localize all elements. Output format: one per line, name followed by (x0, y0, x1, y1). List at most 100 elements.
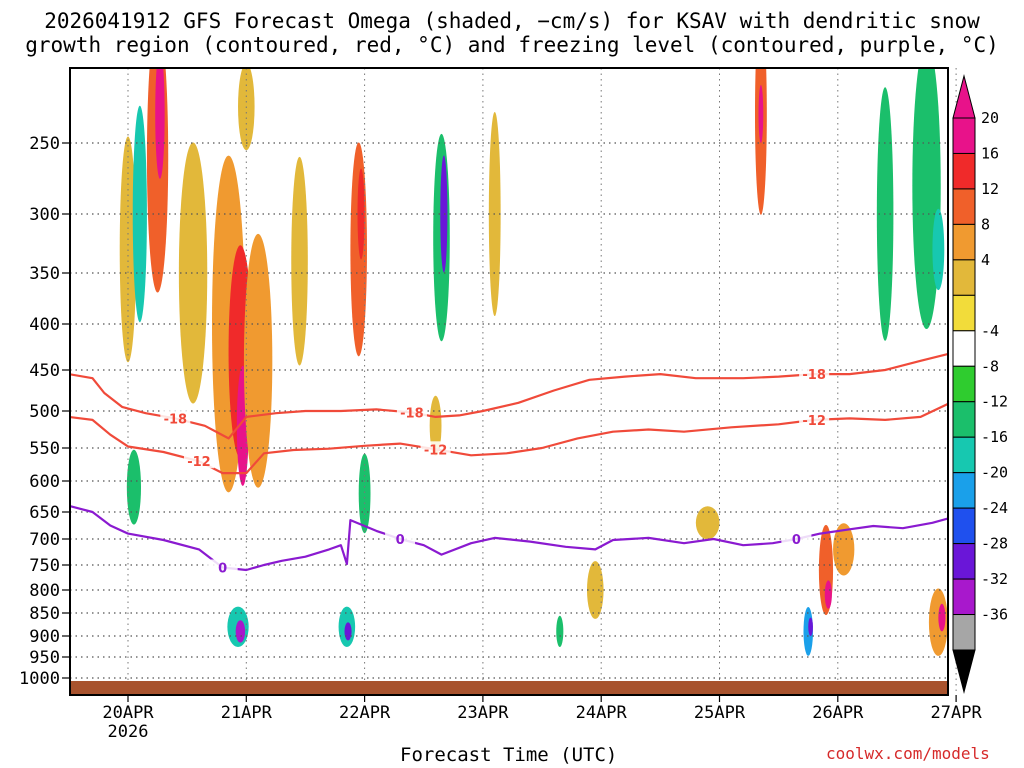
y-tick-label-300: 300 (29, 205, 60, 225)
y-tick-label-550: 550 (29, 439, 60, 459)
colorbar-block-13 (952, 578, 976, 616)
chart-title-line2: growth region (contoured, red, °C) and f… (25, 33, 999, 57)
colorbar-label-0: 20 (981, 109, 999, 127)
dendritic-minus-18-label-2: -18 (802, 368, 826, 383)
colorbar-block-8 (952, 401, 976, 438)
freezing-level-0-label-bg-1 (385, 531, 416, 546)
dendritic-minus-12-label-0: -12 (187, 455, 211, 470)
dendritic-minus-18-label-bg-2 (799, 366, 830, 382)
y-tick-label-850: 850 (29, 604, 60, 624)
dendritic-minus-12-label-2: -12 (802, 414, 826, 429)
colorbar-label-10: -24 (981, 499, 1008, 517)
omega-cell-14 (350, 142, 367, 357)
x-tick-label-23APR: 23APR (457, 703, 509, 723)
y-tick-label-950: 950 (29, 648, 60, 668)
colorbar-label-2: 12 (981, 180, 999, 198)
omega-cell-37 (938, 603, 946, 632)
dendritic-minus-12-label-bg-0 (183, 453, 214, 469)
omega-cell-20 (440, 155, 448, 273)
x-axis: 20APR 21APR 22APR 23APR 24APR 25APR 26APR 27APR… (102, 695, 982, 742)
y-tick-label-1000: 1000 (19, 669, 60, 689)
colorbar: 20 16 12 8 4 -4 -8 -12 -16 -20 -24 -28 -32 -36 (952, 74, 1008, 694)
colorbar-label-9: -20 (981, 464, 1008, 482)
omega-cell-23 (556, 615, 564, 648)
omega-cell-29 (808, 617, 813, 636)
x-tick-label-21APR: 21APR (221, 703, 273, 723)
colorbar-block-11 (952, 507, 976, 545)
x-tick-label-27APR: 27APR (931, 703, 983, 723)
omega-cell-24 (587, 561, 604, 619)
freezing-level-0-label-1: 0 (396, 533, 405, 548)
colorbar-block-0 (952, 117, 976, 154)
omega-cell-16 (358, 453, 371, 534)
contours: -18 -18 -18 -12 -12 -12 0 0 0 (70, 352, 948, 577)
colorbar-label-3: 8 (981, 215, 990, 233)
colorbar-block-9 (952, 436, 976, 474)
omega-cell-27 (758, 85, 764, 143)
omega-cell-4 (126, 449, 142, 525)
omega-cell-35 (932, 208, 945, 291)
y-tick-label-800: 800 (29, 581, 60, 601)
dendritic-minus-18-label-bg-1 (396, 404, 427, 420)
omega-shading (119, 68, 948, 656)
omega-cell-31 (824, 580, 832, 609)
freezing-level-0-label-bg-0 (207, 559, 238, 575)
colorbar-label-6: -8 (981, 357, 999, 375)
freezing-level-0-label-0: 0 (218, 562, 227, 577)
omega-cell-10 (238, 68, 255, 151)
omega-cell-13 (291, 156, 308, 366)
colorbar-block-6 (952, 330, 976, 367)
plot-frame (69, 67, 949, 696)
y-tick-label-600: 600 (29, 472, 60, 492)
omega-cell-5 (178, 142, 208, 404)
y-tick-label-650: 650 (29, 503, 60, 523)
omega-cell-3 (155, 68, 165, 179)
colorbar-label-5: -4 (981, 322, 999, 340)
colorbar-bottom-arrow (952, 649, 976, 694)
colorbar-block-1 (952, 152, 976, 190)
omega-cell-25 (695, 506, 720, 540)
y-tick-label-250: 250 (29, 134, 60, 154)
dendritic-minus-12-label-1: -12 (424, 443, 448, 458)
omega-cell-15 (357, 168, 365, 260)
omega-cell-9 (243, 233, 273, 488)
omega-cell-32 (833, 523, 855, 576)
colorbar-label-13: -36 (981, 606, 1008, 624)
x-tick-label-26APR: 26APR (812, 703, 864, 723)
colorbar-label-1: 16 (981, 144, 999, 162)
dendritic-minus-18-label-0: -18 (164, 412, 188, 427)
dendritic-minus-18-label-1: -18 (400, 406, 424, 421)
dendritic-minus-12-label-bg-1 (420, 441, 451, 457)
x-tick-label-20APR: 20APR (102, 703, 154, 723)
omega-cell-0 (119, 136, 137, 363)
y-tick-label-350: 350 (29, 264, 60, 284)
colorbar-label-7: -12 (981, 393, 1008, 411)
y-tick-label-450: 450 (29, 361, 60, 381)
freezing-level-0-label-2: 0 (792, 533, 801, 548)
dendritic-minus-18-label-bg-0 (160, 410, 191, 426)
colorbar-label-4: 4 (981, 251, 990, 269)
colorbar-block-4 (952, 259, 976, 296)
omega-cell-12 (235, 620, 246, 643)
colorbar-block-7 (952, 365, 976, 403)
omega-cell-1 (132, 105, 147, 323)
y-axis: 250 300 350 400 450 500 550 600 650 700 750 800 850 9… (19, 134, 70, 689)
colorbar-label-8: -16 (981, 428, 1008, 446)
x-tick-label-24APR: 24APR (576, 703, 628, 723)
y-tick-label-500: 500 (29, 402, 60, 422)
dendritic-minus-12-label-bg-2 (799, 411, 830, 427)
x-tick-label-25APR: 25APR (694, 703, 746, 723)
x-tick-label-22APR: 22APR (339, 703, 391, 723)
credit-link[interactable]: coolwx.com/models (826, 744, 990, 763)
x-year-label: 2026 (108, 722, 149, 742)
y-tick-label-900: 900 (29, 627, 60, 647)
omega-cell-18 (344, 622, 352, 641)
surface-ground (70, 681, 948, 695)
colorbar-block-14 (952, 614, 976, 651)
colorbar-label-12: -32 (981, 570, 1008, 588)
colorbar-label-11: -28 (981, 535, 1008, 553)
y-tick-label-700: 700 (29, 530, 60, 550)
chart-title-line1: 2026041912 GFS Forecast Omega (shaded, −… (44, 9, 980, 33)
colorbar-block-12 (952, 543, 976, 580)
